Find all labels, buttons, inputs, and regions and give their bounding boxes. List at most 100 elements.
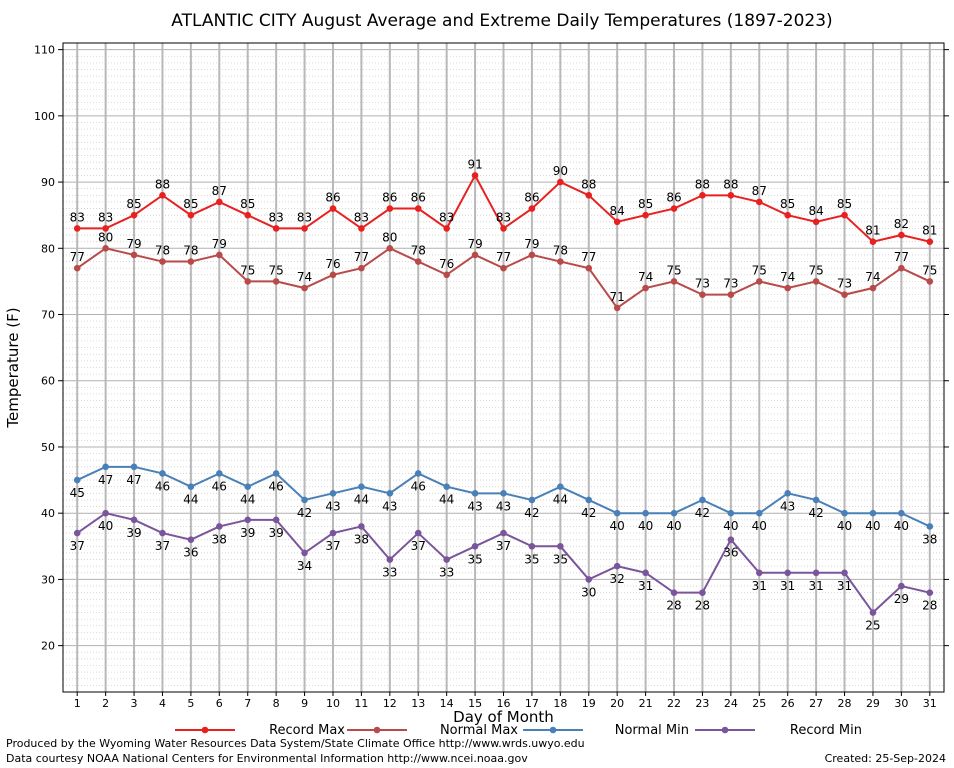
data-label: 42 [524, 506, 539, 520]
legend-label: Normal Min [615, 723, 689, 738]
data-label: 86 [524, 191, 539, 205]
data-label: 78 [411, 244, 426, 258]
data-label: 85 [638, 197, 653, 211]
x-tick-label: 31 [923, 697, 937, 710]
data-point [784, 569, 791, 577]
data-label: 83 [297, 210, 312, 224]
data-label: 40 [752, 519, 767, 533]
data-label: 79 [126, 237, 141, 251]
legend-item: Record Max [175, 723, 345, 738]
data-label: 83 [269, 210, 284, 224]
y-tick-label: 80 [41, 242, 55, 255]
data-label: 37 [496, 539, 511, 553]
data-label: 87 [752, 184, 767, 198]
x-tick-label: 14 [440, 697, 454, 710]
data-point [557, 543, 564, 550]
data-label: 83 [496, 210, 511, 224]
data-point [272, 225, 280, 232]
data-point [727, 291, 735, 298]
data-point [102, 509, 109, 517]
data-point [500, 264, 507, 272]
data-label: 40 [837, 519, 852, 533]
y-axis: 20 30 40 50 60 70 80 90 100 110 [34, 44, 949, 653]
data-point [670, 205, 678, 212]
x-tick-label: 27 [809, 697, 823, 710]
data-point [443, 556, 450, 563]
data-point [301, 549, 308, 557]
data-label: 88 [581, 177, 596, 191]
data-label: 76 [325, 257, 340, 271]
data-point [216, 470, 223, 477]
data-label: 86 [411, 191, 426, 205]
legend-item: Normal Max [347, 723, 518, 738]
data-point [244, 483, 252, 491]
x-tick-label: 22 [667, 697, 681, 710]
data-point [898, 582, 905, 590]
x-tick-label: 15 [468, 697, 482, 710]
data-point [898, 509, 905, 517]
data-label: 42 [581, 506, 596, 520]
x-tick-label: 6 [216, 697, 223, 710]
data-label: 43 [467, 499, 482, 513]
data-label: 28 [922, 599, 937, 613]
data-point [244, 516, 252, 524]
data-label: 38 [354, 532, 369, 546]
data-label: 47 [126, 473, 141, 487]
data-point [73, 225, 81, 232]
y-tick-label: 50 [41, 441, 55, 454]
data-point [329, 490, 337, 497]
data-label: 85 [183, 197, 198, 211]
data-label: 77 [581, 250, 596, 264]
x-tick-label: 1 [74, 697, 81, 710]
data-point [926, 589, 934, 596]
data-label: 46 [212, 479, 227, 493]
data-label: 86 [382, 191, 397, 205]
data-point [585, 192, 593, 199]
data-point [869, 509, 877, 517]
data-point [159, 192, 166, 199]
data-label: 37 [155, 539, 170, 553]
data-point [613, 218, 621, 226]
data-label: 77 [894, 250, 909, 264]
x-axis-label: Day of Month [453, 708, 554, 726]
x-tick-label: 26 [781, 697, 795, 710]
data-point [727, 536, 735, 543]
data-point [301, 496, 308, 504]
data-point [130, 211, 138, 219]
data-point [443, 483, 450, 491]
footer-created: Created: 25-Sep-2024 [824, 752, 946, 765]
data-point [130, 516, 138, 524]
series-normal-min: 45 47 47 46 44 46 44 46 42 43 44 43 46 44 43 43 42 44 42 40… [70, 463, 937, 546]
data-label: 39 [240, 526, 255, 540]
data-point [272, 516, 280, 524]
data-point [841, 509, 848, 517]
data-label: 91 [467, 157, 482, 171]
data-point [244, 211, 252, 219]
data-point [216, 198, 223, 206]
legend-marker [201, 726, 209, 734]
data-label: 75 [666, 263, 681, 277]
data-point [130, 251, 138, 259]
x-tick-label: 21 [639, 697, 653, 710]
data-point [414, 205, 422, 212]
x-tick-label: 28 [838, 697, 852, 710]
data-label: 40 [98, 519, 113, 533]
data-label: 46 [155, 479, 170, 493]
data-point [841, 291, 848, 298]
data-label: 37 [325, 539, 340, 553]
data-label: 75 [240, 263, 255, 277]
data-point [500, 225, 507, 232]
data-label: 35 [553, 552, 568, 566]
data-point [613, 509, 621, 517]
data-label: 88 [723, 177, 738, 191]
data-point [130, 463, 138, 471]
data-label: 31 [752, 579, 767, 593]
data-label: 71 [610, 290, 625, 304]
data-point [102, 463, 109, 471]
data-label: 28 [666, 599, 681, 613]
data-label: 39 [126, 526, 141, 540]
data-point [528, 543, 536, 550]
data-point [699, 589, 706, 596]
data-label: 77 [354, 250, 369, 264]
